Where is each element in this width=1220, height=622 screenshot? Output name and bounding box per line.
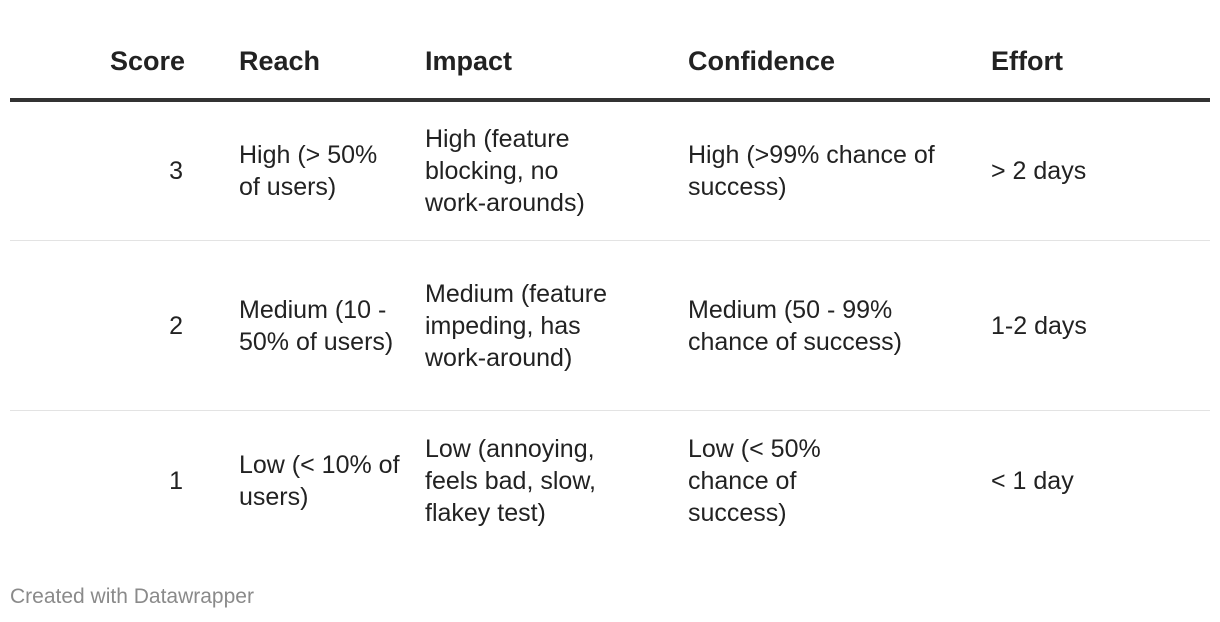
cell-score: 3 xyxy=(10,100,185,241)
cell-reach-text: High (> 50% of users) xyxy=(239,141,378,201)
datawrapper-table-container: Score Reach Impact Confidence Effort 3 H… xyxy=(10,0,1210,622)
header-effort[interactable]: Effort xyxy=(991,24,1210,102)
cell-confidence-text: High (>99% chance of success) xyxy=(688,141,935,201)
cell-confidence-text: Medium (50 - 99% chance of success) xyxy=(688,295,902,356)
cell-reach: High (> 50% of users) xyxy=(185,100,425,241)
cell-reach-text: Low (< 10% of users) xyxy=(239,450,400,511)
table-row: 3 High (> 50% of users) High (feature bl… xyxy=(10,100,1210,241)
cell-confidence: Medium (50 - 99% chance of success) xyxy=(688,240,991,411)
cell-impact-text: Medium (feature impeding, has work-aroun… xyxy=(425,279,608,372)
cell-reach-text: Medium (10 - 50% of users) xyxy=(239,295,394,356)
cell-reach: Low (< 10% of users) xyxy=(185,411,425,551)
cell-impact: Medium (feature impeding, has work-aroun… xyxy=(425,240,688,411)
cell-impact-text: Low (annoying, feels bad, slow, flakey t… xyxy=(425,434,596,527)
header-reach[interactable]: Reach xyxy=(185,24,425,102)
header-impact[interactable]: Impact xyxy=(425,24,688,102)
header-confidence[interactable]: Confidence xyxy=(688,24,991,102)
header-score[interactable]: Score xyxy=(10,24,185,102)
cell-effort: < 1 day xyxy=(991,466,1074,495)
cell-impact-text: High (feature blocking, no work-arounds) xyxy=(425,125,585,217)
table-row: 2 Medium (10 - 50% of users) Medium (fea… xyxy=(10,240,1210,411)
table-body: 3 High (> 50% of users) High (feature bl… xyxy=(10,100,1210,550)
cell-confidence-text: Low (< 50% chance of success) xyxy=(688,434,821,527)
scoring-table: Score Reach Impact Confidence Effort 3 H… xyxy=(10,24,1210,550)
cell-effort: > 2 days xyxy=(991,100,1210,241)
cell-confidence: High (>99% chance of success) xyxy=(688,100,991,241)
header-row: Score Reach Impact Confidence Effort xyxy=(10,24,1210,102)
cell-effort: 1-2 days xyxy=(991,240,1210,411)
cell-impact: High (feature blocking, no work-arounds) xyxy=(425,100,688,241)
table-row: 1 Low (< 10% of users) Low (annoying, fe… xyxy=(10,411,1210,551)
cell-impact: Low (annoying, feels bad, slow, flakey t… xyxy=(425,411,688,551)
cell-reach: Medium (10 - 50% of users) xyxy=(185,240,425,411)
cell-score: 2 xyxy=(10,240,185,411)
cell-confidence: Low (< 50% chance of success) xyxy=(688,411,991,551)
table-header: Score Reach Impact Confidence Effort xyxy=(10,24,1210,102)
datawrapper-credit[interactable]: Created with Datawrapper xyxy=(10,585,254,608)
cell-score: 1 xyxy=(169,466,183,495)
